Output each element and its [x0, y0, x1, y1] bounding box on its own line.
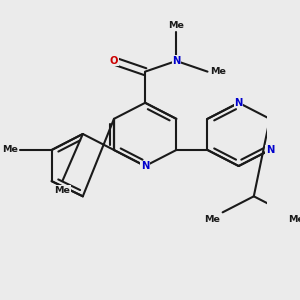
Text: Me: Me: [288, 215, 300, 224]
Text: Me: Me: [204, 215, 220, 224]
Text: N: N: [141, 161, 149, 171]
Text: Me: Me: [168, 21, 184, 30]
Text: Me: Me: [2, 146, 18, 154]
Text: O: O: [110, 56, 118, 66]
Text: N: N: [172, 56, 181, 66]
Text: N: N: [266, 145, 274, 155]
Text: Me: Me: [54, 186, 70, 195]
Text: Me: Me: [210, 67, 226, 76]
Text: N: N: [235, 98, 243, 108]
